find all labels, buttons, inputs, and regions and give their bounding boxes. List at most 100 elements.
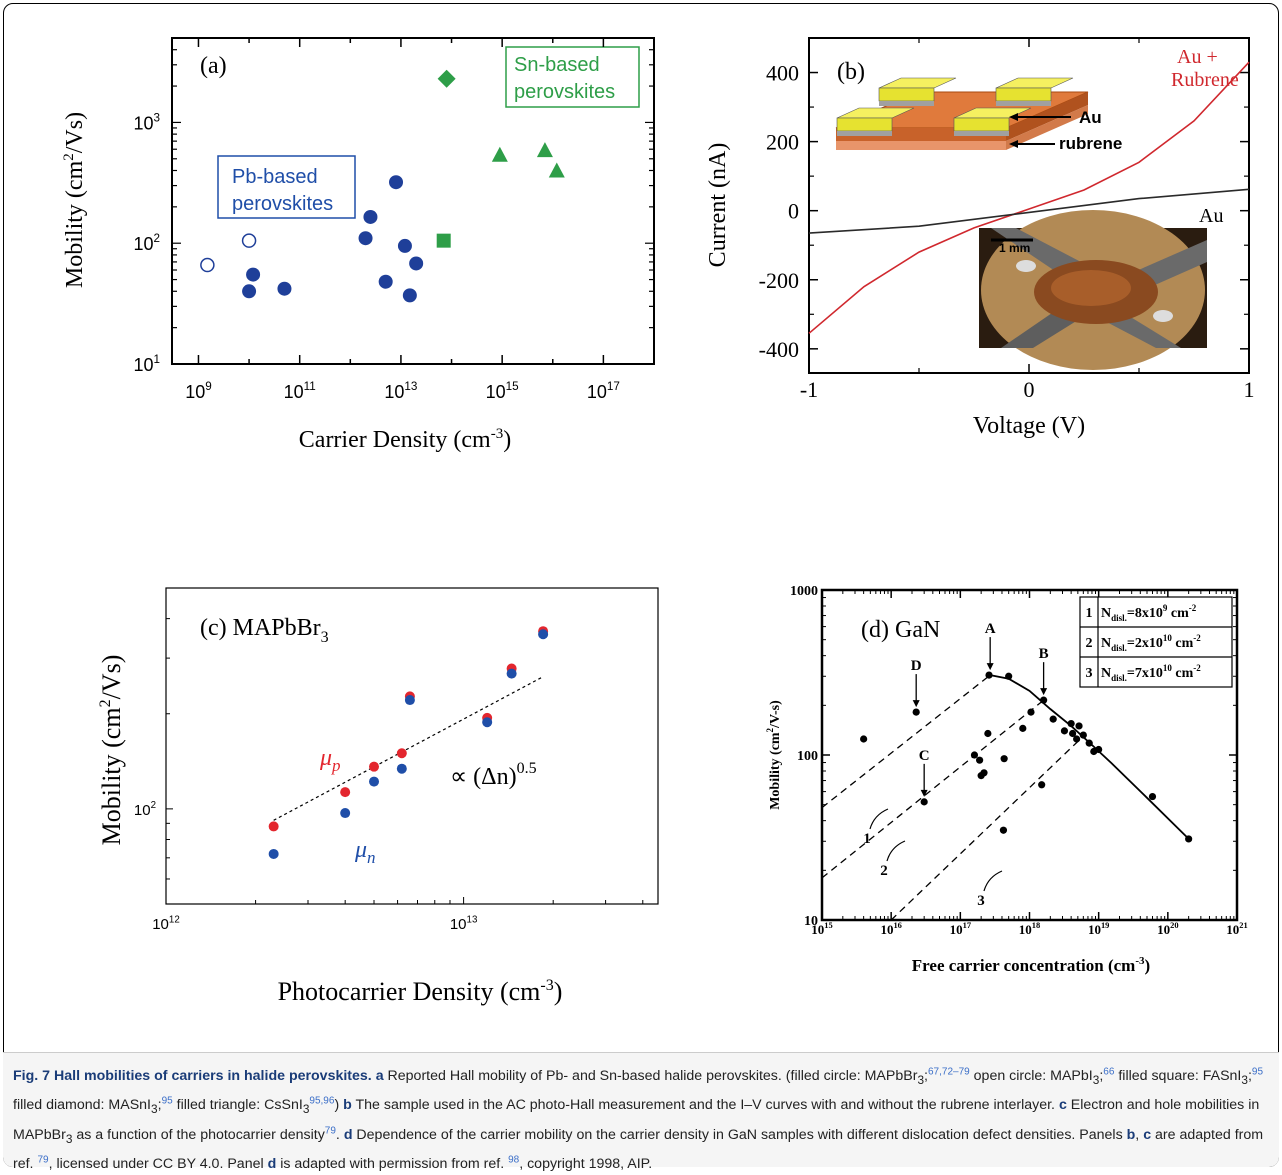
gan-data-point	[976, 756, 984, 764]
panel-c-xtick-label: 1013	[450, 914, 478, 933]
au-rubrene-legend-2: Rubrene	[1171, 69, 1239, 91]
gan-data-point	[1000, 755, 1008, 763]
legend-number: 3	[1086, 666, 1093, 681]
figure-caption: Fig. 7 Hall mobilities of carriers in ha…	[3, 1052, 1279, 1172]
gan-data-point	[999, 826, 1008, 834]
panel-d-xtick-label: 1018	[1019, 920, 1040, 937]
gan-data-point	[1005, 672, 1013, 680]
pb-filled-circle-point	[242, 284, 257, 299]
panel-a-xtick-label: 109	[185, 380, 212, 402]
au-rubrene-legend: Au +	[1177, 46, 1218, 68]
panel-c-label: (c) MAPbBr3	[200, 615, 329, 646]
legend-number: 2	[1086, 636, 1093, 651]
gan-data-point	[1073, 735, 1081, 743]
mu-n-point	[538, 629, 549, 640]
panel-d-legend: 1 Ndisl.=8x109 cm-2 2 Ndisl.=2x1010 cm-2 3 Nd…	[1079, 596, 1233, 688]
sn-triangle-point	[491, 146, 508, 162]
gan-data-point	[860, 735, 868, 743]
panel-d-ylabel: Mobility (cm2/V-s)	[765, 700, 783, 810]
sn-triangle-point	[536, 142, 553, 158]
curve-number-2: 2	[880, 863, 888, 879]
label-d-arrow-head	[912, 700, 920, 708]
svg-text:perovskites: perovskites	[514, 81, 615, 103]
gan-data-point	[985, 671, 993, 679]
legend-number: 1	[1086, 606, 1093, 621]
panel-c-xlabel: Photocarrier Density (cm-3)	[278, 977, 563, 1006]
mu-p-point	[268, 821, 279, 832]
gan-data-point	[1075, 722, 1083, 730]
gan-data-point	[1095, 745, 1103, 754]
pb-filled-circle-point	[246, 267, 261, 282]
gan-data-point	[920, 798, 928, 806]
panel-d-xtick-label: 1016	[880, 920, 901, 937]
legend-entry: Ndisl.=7x1010 cm-2	[1101, 663, 1201, 683]
panel-d-label: (d) GaN	[861, 617, 940, 643]
pb-filled-circle-point	[389, 175, 404, 190]
mu-n-point	[340, 808, 351, 819]
fit-line	[273, 676, 544, 821]
gan-data-point	[1049, 715, 1057, 723]
fit-label: ∝ (Δn)0.5	[450, 760, 537, 790]
panel-a-label: (a)	[200, 53, 227, 79]
dashed-curve-1	[821, 674, 991, 809]
mu-p-point	[369, 761, 380, 772]
label-b: B	[1039, 646, 1049, 662]
gan-data-point	[912, 708, 920, 716]
gan-data-point	[1185, 835, 1193, 843]
gan-data-point	[1038, 781, 1046, 789]
panel-c-ytick-label: 102	[134, 800, 156, 819]
pb-filled-circle-point	[277, 281, 292, 296]
dashed-curve-3	[890, 735, 1084, 921]
gan-data-point	[1040, 696, 1048, 704]
panel-d-xtick-label: 1019	[1088, 920, 1109, 937]
curve-number-arrow	[983, 870, 1003, 892]
panel-d-xtick-label: 1015	[811, 920, 832, 937]
pb-filled-circle-point	[397, 238, 412, 253]
pb-filled-circle-point	[402, 288, 417, 303]
panel-b-chart: -1 0 1 -400 -200 0 200 400 (b)	[705, 37, 1255, 439]
legend-entry: Ndisl.=8x109 cm-2	[1101, 603, 1197, 623]
label-a-arrow-head	[986, 663, 994, 671]
gan-data-point	[980, 769, 988, 777]
panel-a-xlabel: Carrier Density (cm-3)	[299, 426, 511, 453]
panel-d-xtick-label: 1017	[950, 920, 972, 937]
gan-data-point	[1069, 729, 1077, 738]
panel-c-ylabel: Mobility (cm2/Vs)	[97, 655, 126, 846]
sn-triangle-point	[548, 162, 565, 178]
pb-perovskites-label: Pb-based perovskites	[217, 155, 356, 219]
mu-n-point	[482, 717, 493, 728]
label-d: D	[911, 658, 922, 674]
mu-n-label: μn	[354, 837, 376, 867]
panel-a-ytick-label: 103	[133, 111, 160, 133]
au-iv-curve	[808, 188, 1250, 234]
panel-d-xtick-label: 1020	[1157, 920, 1178, 937]
panel-b-ytick-label: -400	[759, 337, 799, 362]
panel-d-xtick-label: 1021	[1226, 920, 1247, 937]
gan-data-point	[1027, 708, 1035, 716]
mu-n-point	[506, 668, 517, 679]
gan-data-point	[1079, 731, 1087, 739]
panel-b-label: (b)	[837, 59, 865, 85]
svg-text:perovskites: perovskites	[232, 193, 333, 215]
panel-a-ytick-label: 102	[133, 232, 160, 254]
au-inset-label: Au	[1079, 108, 1102, 127]
legend-entry: Ndisl.=2x1010 cm-2	[1101, 633, 1201, 653]
au-legend: Au	[1199, 205, 1223, 227]
panel-a-xtick-label: 1015	[486, 380, 520, 402]
sn-square-point	[436, 233, 451, 248]
mu-n-point	[369, 776, 380, 787]
sn-perovskites-label: Sn-based perovskites	[505, 46, 640, 108]
svg-text:Sn-based: Sn-based	[514, 54, 600, 76]
mu-n-point	[268, 848, 279, 859]
panel-d-ytick-label: 1000	[790, 584, 818, 599]
panel-a-ytick-label: 101	[133, 353, 160, 375]
panel-a-xtick-label: 1011	[284, 380, 316, 402]
panel-b-ytick-label: 200	[766, 130, 799, 155]
panel-b-xtick-label: 1	[1244, 377, 1255, 402]
gan-data-point	[1148, 792, 1157, 801]
gan-data-point	[984, 729, 992, 738]
label-b-arrow-head	[1040, 688, 1048, 696]
panel-d-ytick-label: 10	[804, 914, 818, 929]
gan-data-point	[1085, 739, 1093, 747]
